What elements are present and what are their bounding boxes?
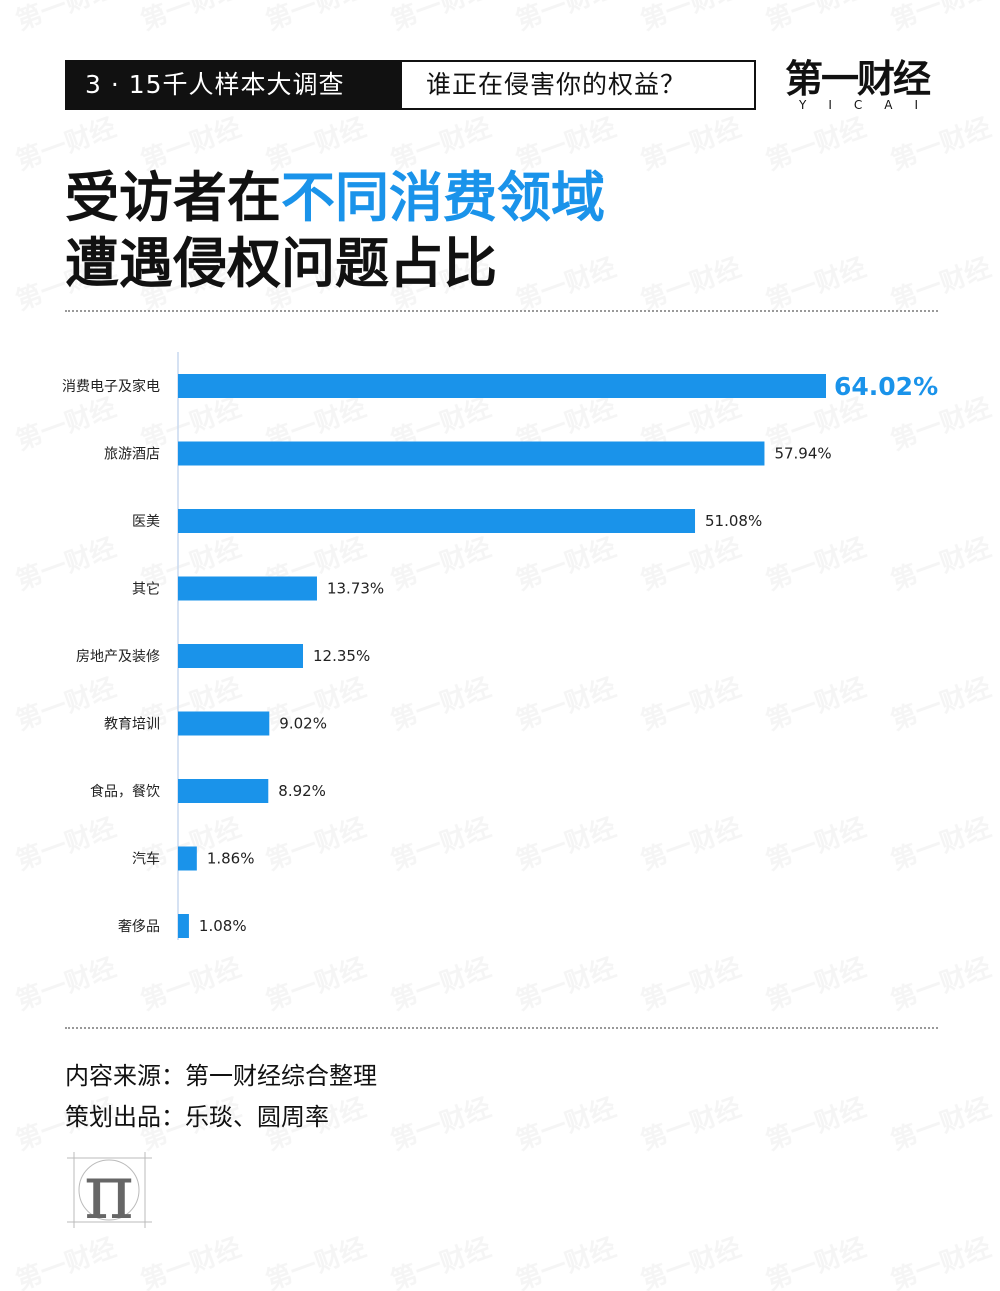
bar bbox=[178, 914, 189, 938]
watermark-logo: 第一财经 bbox=[637, 252, 745, 317]
source-text: 内容来源：第一财经综合整理 bbox=[65, 1062, 377, 1090]
bar bbox=[178, 441, 765, 466]
watermark-logo: 第一财经 bbox=[387, 0, 495, 37]
category-label: 汽车 bbox=[132, 851, 160, 868]
value-label: 51.08% bbox=[705, 512, 762, 530]
watermark-logo: 第一财经 bbox=[137, 952, 245, 1017]
watermark-logo: 第一财经 bbox=[12, 1232, 120, 1291]
value-label: 9.02% bbox=[279, 715, 327, 733]
value-label: 8.92% bbox=[278, 782, 326, 800]
watermark-logo: 第一财经 bbox=[637, 112, 745, 177]
bar bbox=[178, 374, 826, 398]
watermark-logo: 第一财经 bbox=[887, 952, 995, 1017]
category-label: 旅游酒店 bbox=[104, 447, 160, 463]
watermark-logo: 第一财经 bbox=[512, 952, 620, 1017]
watermark-logo: 第一财经 bbox=[387, 1092, 495, 1157]
value-label: 1.08% bbox=[199, 917, 247, 935]
category-label: 房地产及装修 bbox=[76, 649, 160, 665]
value-label: 12.35% bbox=[313, 647, 370, 665]
watermark-logo: 第一财经 bbox=[762, 952, 870, 1017]
watermark-logo: 第一财经 bbox=[512, 0, 620, 37]
title-prefix: 受访者在 bbox=[65, 166, 281, 229]
survey-tag: 3 · 15千人样本大调查 bbox=[65, 60, 400, 110]
page-title: 受访者在不同消费领域 遭遇侵权问题占比 bbox=[65, 165, 605, 297]
watermark-logo: 第一财经 bbox=[762, 1232, 870, 1291]
value-label: 57.94% bbox=[774, 445, 831, 463]
survey-question: 谁正在侵害你的权益？ bbox=[400, 60, 756, 110]
category-label: 消费电子及家电 bbox=[62, 378, 160, 395]
logo-main-text: 第一财经 bbox=[785, 57, 931, 101]
bar bbox=[178, 779, 269, 803]
producer-text: 策划出品：乐琰、圆周率 bbox=[65, 1103, 329, 1131]
logo-sub-text: YICAI bbox=[799, 98, 940, 112]
pi-logo-icon: π bbox=[67, 1150, 152, 1230]
divider-top bbox=[65, 310, 938, 312]
pi-glyph: π bbox=[84, 1150, 134, 1230]
watermark-logo: 第一财经 bbox=[137, 1232, 245, 1291]
category-label: 其它 bbox=[132, 581, 160, 598]
bar-chart: 消费电子及家电 64.02% 旅游酒店 57.94% 医美 51.08% 其它 13.73% 房… bbox=[62, 352, 938, 940]
value-label: 1.86% bbox=[207, 850, 255, 868]
watermark-logo: 第一财经 bbox=[387, 952, 495, 1017]
watermark-logo: 第一财经 bbox=[637, 1092, 745, 1157]
watermark-logo: 第一财经 bbox=[887, 0, 995, 37]
watermark-logo: 第一财经 bbox=[762, 112, 870, 177]
watermark-logo: 第一财经 bbox=[637, 1232, 745, 1291]
title-highlight: 不同消费领域 bbox=[281, 166, 605, 229]
bar bbox=[178, 576, 317, 601]
watermark-logo: 第一财经 bbox=[262, 952, 370, 1017]
watermark-logo: 第一财经 bbox=[762, 0, 870, 37]
watermark-logo: 第一财经 bbox=[887, 252, 995, 317]
category-label: 食品，餐饮 bbox=[90, 783, 160, 800]
value-label: 13.73% bbox=[327, 580, 384, 598]
yicai-logo: 第一财经 YICAI bbox=[785, 58, 940, 118]
watermark-logo: 第一财经 bbox=[887, 1092, 995, 1157]
watermark-logo: 第一财经 bbox=[12, 0, 120, 37]
watermark-logo: 第一财经 bbox=[512, 1092, 620, 1157]
watermark-logo: 第一财经 bbox=[887, 112, 995, 177]
title-line2: 遭遇侵权问题占比 bbox=[65, 232, 497, 295]
watermark-logo: 第一财经 bbox=[637, 952, 745, 1017]
watermark-logo: 第一财经 bbox=[137, 0, 245, 37]
category-label: 教育培训 bbox=[104, 717, 160, 733]
watermark-logo: 第一财经 bbox=[262, 0, 370, 37]
watermark-logo: 第一财经 bbox=[887, 1232, 995, 1291]
bar bbox=[178, 846, 197, 871]
divider-bottom bbox=[65, 1027, 938, 1029]
bar bbox=[178, 509, 696, 533]
category-label: 医美 bbox=[132, 514, 160, 530]
watermark-logo: 第一财经 bbox=[762, 252, 870, 317]
watermark-logo: 第一财经 bbox=[637, 0, 745, 37]
bar bbox=[178, 711, 270, 736]
watermark-logo: 第一财经 bbox=[512, 1232, 620, 1291]
bar bbox=[178, 644, 304, 668]
category-label: 奢侈品 bbox=[118, 919, 160, 935]
watermark-logo: 第一财经 bbox=[12, 952, 120, 1017]
watermark-logo: 第一财经 bbox=[762, 1092, 870, 1157]
watermark-logo: 第一财经 bbox=[262, 1232, 370, 1291]
value-label: 64.02% bbox=[834, 372, 938, 401]
watermark-logo: 第一财经 bbox=[387, 1232, 495, 1291]
